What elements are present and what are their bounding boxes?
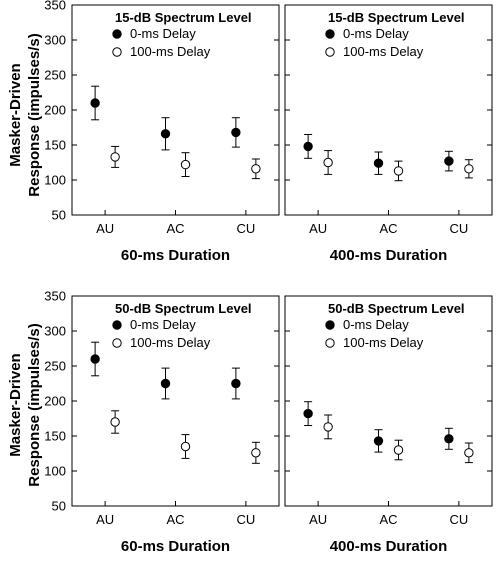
data-point	[373, 158, 384, 168]
x-axis-label: 60-ms Duration	[121, 247, 230, 264]
y-tick-label: 250	[44, 359, 66, 374]
x-tick-label: AC	[379, 221, 397, 236]
y-tick-label: 50	[52, 499, 66, 514]
x-tick-label: CU	[449, 221, 468, 236]
data-point	[373, 436, 384, 446]
panel-title: 50-dB Spectrum Level	[115, 301, 252, 316]
data-point	[231, 127, 241, 138]
x-tick-label: AC	[379, 512, 397, 527]
ylabel-top: Masker-Driven Response (impulses/s)	[7, 33, 43, 196]
data-point	[251, 164, 261, 174]
y-tick-label: 300	[44, 324, 66, 339]
legend-label: 0-ms Delay	[343, 26, 409, 41]
data-point	[160, 378, 171, 389]
data-point	[180, 441, 191, 452]
legend-label: 0-ms Delay	[343, 317, 409, 332]
data-point	[90, 98, 100, 108]
y-tick-label: 350	[44, 289, 66, 304]
legend-marker	[325, 320, 335, 330]
panel-title: 50-dB Spectrum Level	[328, 301, 465, 316]
x-tick-label: AC	[166, 512, 184, 527]
data-point	[323, 157, 333, 168]
data-point	[303, 408, 313, 419]
y-tick-label: 200	[44, 394, 66, 409]
legend-marker	[325, 29, 335, 39]
y-tick-label: 100	[44, 464, 66, 479]
legend-marker	[325, 47, 335, 57]
data-point	[90, 354, 100, 364]
data-point	[464, 164, 474, 174]
data-point	[323, 422, 333, 432]
data-point	[110, 152, 120, 162]
panels: 50 100 150 200 250 300 350 AU AC CU 60-ms Duration…	[44, 0, 493, 555]
data-point	[444, 156, 454, 166]
legend-label: 100-ms Delay	[343, 44, 424, 59]
x-tick-label: AU	[96, 512, 114, 527]
y-tick-label: 50	[52, 208, 66, 223]
panel-title: 15-dB Spectrum Level	[115, 10, 252, 25]
x-tick-label: AU	[309, 221, 327, 236]
y-tick-label: 200	[44, 103, 66, 118]
data-point	[393, 166, 404, 176]
y-tick-label: 100	[44, 173, 66, 188]
x-tick-label: CU	[449, 512, 468, 527]
ylabel-bottom-line1: Masker-Driven	[7, 353, 24, 456]
ylabel-top-line2: Response (impulses/s)	[26, 33, 43, 196]
panel-title: 15-dB Spectrum Level	[328, 10, 465, 25]
ylabel-bottom: Masker-Driven Response (impulses/s)	[7, 323, 43, 486]
data-point	[464, 448, 474, 458]
x-tick-label: CU	[236, 221, 255, 236]
ylabel-bottom-line2: Response (impulses/s)	[26, 323, 43, 486]
x-axis-label: 400-ms Duration	[330, 538, 448, 555]
legend-label: 100-ms Delay	[130, 44, 211, 59]
x-axis-label: 400-ms Duration	[330, 247, 448, 264]
data-point	[231, 378, 241, 389]
legend-label: 0-ms Delay	[130, 26, 196, 41]
y-tick-label: 300	[44, 33, 66, 48]
data-point	[180, 159, 191, 170]
x-tick-label: AU	[309, 512, 327, 527]
legend-marker	[112, 29, 122, 39]
legend-marker	[112, 320, 122, 330]
data-point	[393, 445, 404, 455]
legend-label: 100-ms Delay	[343, 335, 424, 350]
data-point	[444, 434, 454, 444]
legend-marker	[112, 338, 122, 348]
x-tick-label: AC	[166, 221, 184, 236]
y-tick-label: 250	[44, 68, 66, 83]
panel-3: 50 100 150 200 250 300 350 AU AC CU 60-ms Duration…	[44, 289, 280, 555]
panel-1: 50 100 150 200 250 300 350 AU AC CU 60-ms Duration…	[44, 0, 280, 264]
legend-marker	[112, 47, 122, 57]
legend-label: 0-ms Delay	[130, 317, 196, 332]
y-tick-label: 350	[44, 0, 66, 13]
x-axis-label: 60-ms Duration	[121, 538, 230, 555]
y-tick-label: 150	[44, 429, 66, 444]
ylabel-top-line1: Masker-Driven	[7, 63, 24, 166]
data-point	[251, 448, 261, 458]
x-tick-label: CU	[236, 512, 255, 527]
data-point	[303, 141, 313, 152]
data-point	[160, 129, 171, 139]
x-tick-label: AU	[96, 221, 114, 236]
legend-label: 100-ms Delay	[130, 335, 211, 350]
data-point	[110, 417, 120, 427]
y-tick-label: 150	[44, 138, 66, 153]
legend-marker	[325, 338, 335, 348]
